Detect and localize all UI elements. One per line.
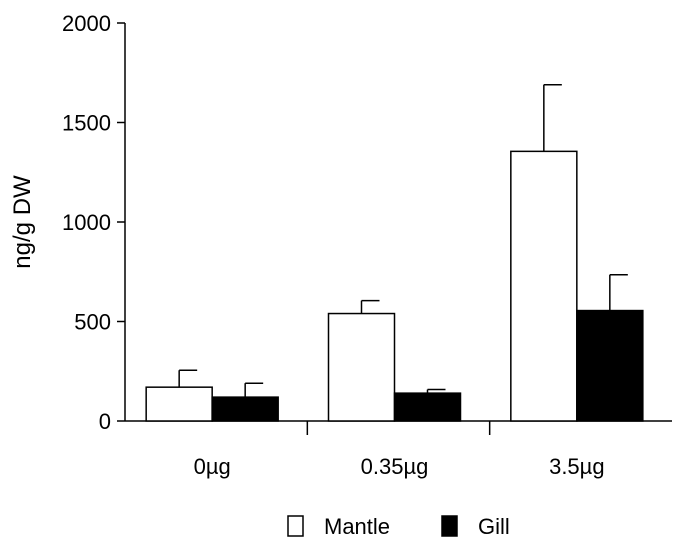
legend-swatch-gill: [441, 515, 458, 537]
legend-label-gill: Gill: [478, 514, 510, 539]
bars: [145, 83, 644, 422]
x-categories: 0µg 0.35µg 3.5µg: [194, 421, 605, 479]
bar-gill: [393, 392, 462, 422]
y-tick-label: 1500: [62, 111, 111, 136]
bar-mantle: [327, 312, 396, 422]
y-ticks: 0 500 1000 1500 2000: [62, 11, 125, 434]
y-tick-label: 2000: [62, 11, 111, 36]
legend: Mantle Gill: [287, 514, 510, 539]
bar-mantle: [510, 150, 578, 422]
y-tick-label: 1000: [62, 210, 111, 235]
bar-mantle: [145, 386, 213, 422]
legend-label-mantle: Mantle: [324, 514, 390, 539]
x-category-label: 0.35µg: [361, 454, 429, 479]
y-tick-label: 0: [99, 409, 111, 434]
legend-swatch-mantle: [287, 515, 304, 537]
y-tick-label: 500: [74, 310, 111, 335]
x-category-label: 0µg: [194, 454, 231, 479]
bar-gill: [211, 396, 279, 422]
y-axis-label: ng/g DW: [9, 175, 36, 269]
x-category-label: 3.5µg: [549, 454, 605, 479]
bar-gill: [576, 309, 644, 422]
